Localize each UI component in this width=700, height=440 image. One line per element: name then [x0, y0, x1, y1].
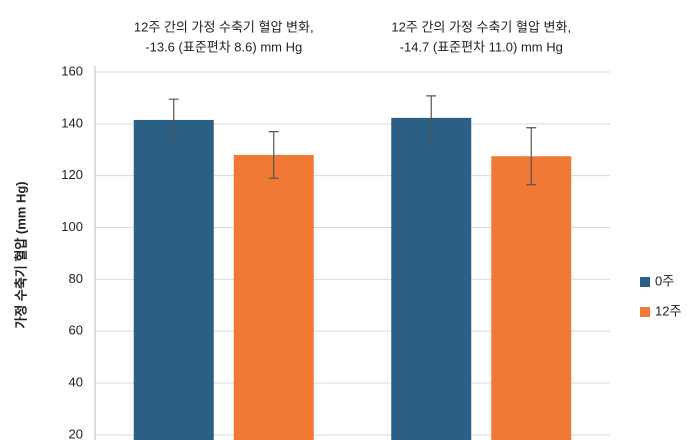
annotation: 12주 간의 가정 수축기 혈압 변화,: [391, 19, 571, 34]
y-tick-label: 100: [61, 219, 83, 234]
y-tick-label: 60: [69, 323, 83, 338]
bar: [233, 154, 314, 440]
bar: [391, 117, 472, 440]
error-bar: [168, 98, 179, 142]
annotation: -13.6 (표준편차 8.6) mm Hg: [145, 39, 302, 54]
y-tick-label: 160: [61, 63, 83, 78]
legend-label: 0주: [655, 273, 674, 288]
error-bar: [526, 127, 537, 186]
bar: [133, 119, 214, 440]
annotation: 12주 간의 가정 수축기 혈압 변화,: [134, 19, 314, 34]
y-tick-label: 80: [69, 271, 83, 286]
y-tick-label: 20: [69, 426, 83, 440]
y-tick-label: 40: [69, 374, 83, 389]
annotation: -14.7 (표준편차 11.0) mm Hg: [400, 39, 563, 54]
y-tick-label: 120: [61, 167, 83, 182]
legend-swatch: [640, 307, 650, 317]
y-tick-label: 140: [61, 115, 83, 130]
error-bar: [268, 131, 279, 179]
error-bar: [426, 95, 437, 141]
legend-label: 12주: [655, 303, 681, 318]
bar: [491, 156, 572, 440]
legend-swatch: [640, 277, 650, 287]
y-axis-label: 가정 수축기 혈압 (mm Hg): [13, 181, 28, 328]
